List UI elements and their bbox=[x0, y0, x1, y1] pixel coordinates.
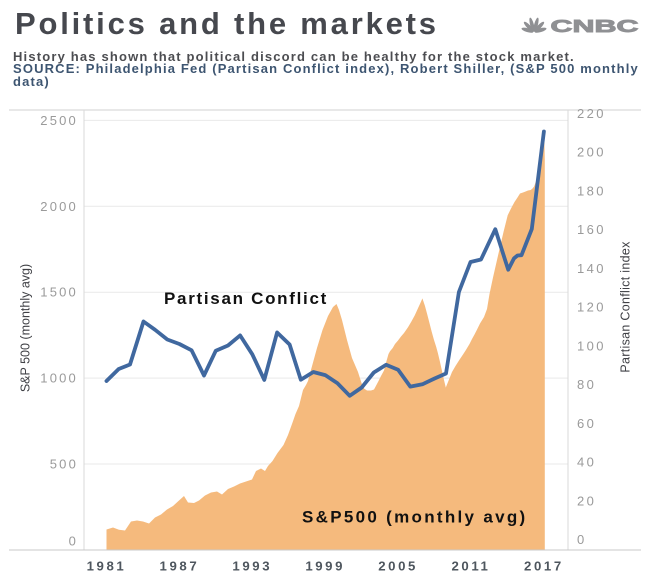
svg-text:140: 140 bbox=[577, 261, 606, 276]
svg-text:100: 100 bbox=[577, 338, 606, 353]
svg-text:CNBC: CNBC bbox=[551, 16, 640, 36]
svg-text:1000: 1000 bbox=[40, 371, 78, 386]
svg-text:160: 160 bbox=[577, 222, 606, 237]
svg-text:Partisan Conflict index: Partisan Conflict index bbox=[619, 241, 633, 373]
svg-text:60: 60 bbox=[577, 416, 596, 431]
svg-text:2017: 2017 bbox=[524, 559, 564, 574]
svg-text:500: 500 bbox=[50, 457, 78, 472]
svg-text:80: 80 bbox=[577, 377, 596, 392]
svg-text:Partisan Conflict: Partisan Conflict bbox=[164, 289, 328, 308]
svg-text:40: 40 bbox=[577, 455, 596, 470]
svg-text:0: 0 bbox=[69, 534, 78, 549]
svg-text:S&P 500 (monthly avg): S&P 500 (monthly avg) bbox=[19, 264, 33, 392]
svg-text:20: 20 bbox=[577, 493, 596, 508]
svg-text:1500: 1500 bbox=[40, 285, 78, 300]
svg-text:2011: 2011 bbox=[451, 559, 490, 574]
svg-text:200: 200 bbox=[577, 145, 606, 160]
svg-text:2005: 2005 bbox=[378, 559, 418, 574]
svg-text:2000: 2000 bbox=[40, 199, 78, 214]
svg-text:1981: 1981 bbox=[87, 559, 127, 574]
svg-text:2500: 2500 bbox=[40, 113, 78, 128]
svg-text:S&P500 (monthly avg): S&P500 (monthly avg) bbox=[302, 508, 528, 527]
svg-text:1999: 1999 bbox=[305, 559, 345, 574]
svg-text:1987: 1987 bbox=[160, 559, 200, 574]
svg-text:1993: 1993 bbox=[232, 559, 272, 574]
svg-text:120: 120 bbox=[577, 300, 606, 315]
svg-text:0: 0 bbox=[577, 532, 587, 547]
svg-text:180: 180 bbox=[577, 183, 606, 198]
svg-text:220: 220 bbox=[577, 106, 606, 121]
